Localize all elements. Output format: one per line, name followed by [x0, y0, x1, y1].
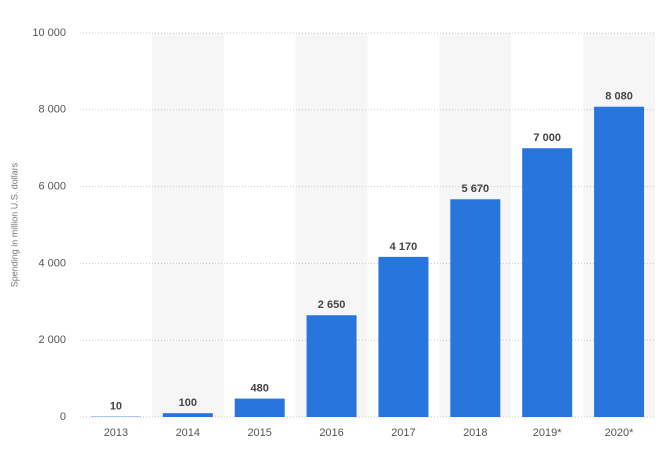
x-tick-label: 2018 — [463, 427, 487, 439]
y-tick-label: 8 000 — [38, 104, 66, 116]
x-tick-label: 2014 — [176, 427, 200, 439]
value-label: 5 670 — [462, 183, 490, 195]
value-label: 100 — [179, 397, 197, 409]
bar — [522, 148, 573, 417]
bar — [234, 398, 285, 417]
bar — [450, 199, 501, 417]
y-tick-label: 6 000 — [38, 181, 66, 193]
value-label: 480 — [251, 382, 269, 394]
y-tick-label: 0 — [60, 411, 66, 423]
value-label: 8 080 — [605, 91, 633, 103]
value-label: 7 000 — [533, 132, 561, 144]
bar — [162, 413, 213, 417]
x-tick-label: 2015 — [247, 427, 271, 439]
y-tick-label: 10 000 — [32, 27, 66, 39]
band-shade — [151, 33, 224, 417]
bar — [378, 256, 429, 417]
x-tick-label: 2017 — [391, 427, 415, 439]
x-tick-label: 2020* — [605, 427, 634, 439]
x-tick-label: 2019* — [533, 427, 562, 439]
y-axis-label: Spending in million U.S. dollars — [9, 162, 19, 287]
value-label: 10 — [110, 401, 122, 413]
x-tick-label: 2013 — [104, 427, 128, 439]
y-tick-label: 4 000 — [38, 257, 66, 269]
x-tick-label: 2016 — [319, 427, 343, 439]
value-label: 2 650 — [318, 299, 346, 311]
bar — [594, 106, 645, 417]
bar — [306, 315, 357, 417]
y-tick-label: 2 000 — [38, 334, 66, 346]
value-label: 4 170 — [390, 241, 418, 253]
